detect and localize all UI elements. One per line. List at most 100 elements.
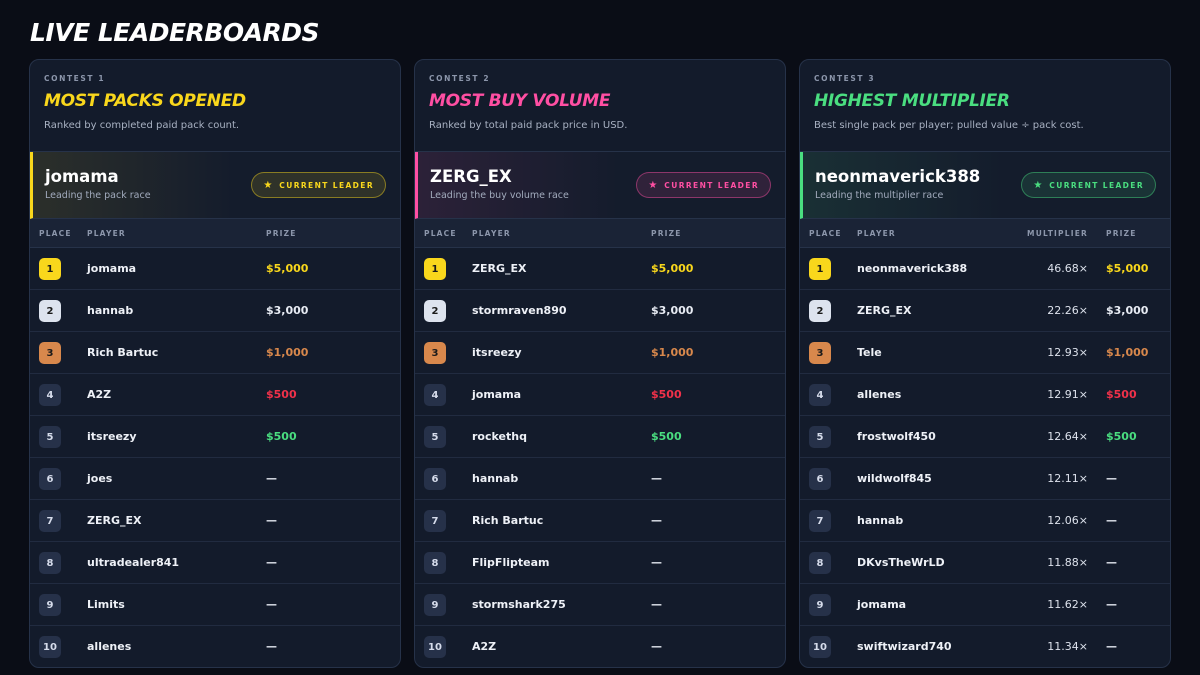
prize-value: — [651,556,662,569]
rank-badge: 8 [424,552,446,574]
table-row: 6 hannab — [415,458,785,500]
table-row: 10 allenes — [30,626,400,667]
panel-header: CONTEST 3 HIGHEST MULTIPLIER Best single p… [800,60,1170,152]
rank-badge: 8 [39,552,61,574]
table-row: 9 stormshark275 — [415,584,785,626]
table-row: 3 Rich Bartuc $1,000 [30,332,400,374]
player-name: DKvsTheWrLD [857,556,945,569]
table-row: 5 rockethq $500 [415,416,785,458]
prize-value: — [266,472,277,485]
multiplier-value: 12.93× [1047,346,1088,359]
player-name: ZERG_EX [857,304,912,317]
table-row: 10 swiftwizard740 11.34× — [800,626,1170,667]
table-row: 4 jomama $500 [415,374,785,416]
table-row: 9 jomama 11.62× — [800,584,1170,626]
rank-badge: 3 [424,342,446,364]
prize-value: — [651,514,662,527]
current-leader-badge: ★ CURRENT LEADER [1021,172,1156,198]
current-leader-badge: ★ CURRENT LEADER [251,172,386,198]
table-row: 7 hannab 12.06× — [800,500,1170,542]
multiplier-value: 11.88× [1047,556,1088,569]
rank-badge: 10 [809,636,831,658]
column-header-multiplier: MULTIPLIER [1027,229,1088,238]
column-header-player: PLAYER [472,229,511,238]
player-name: allenes [857,388,902,401]
prize-value: — [651,472,662,485]
prize-value: — [1106,556,1117,569]
table-row: 10 A2Z — [415,626,785,667]
player-name: A2Z [87,388,112,401]
prize-value: $3,000 [266,304,309,317]
table-row: 2 hannab $3,000 [30,290,400,332]
prize-value: $500 [651,388,682,401]
rank-badge: 4 [424,384,446,406]
prize-value: $500 [266,430,297,443]
rank-badge: 10 [39,636,61,658]
table-row: 2 stormraven890 $3,000 [415,290,785,332]
table-row: 1 ZERG_EX $5,000 [415,248,785,290]
prize-value: $5,000 [651,262,694,275]
prize-value: — [1106,598,1117,611]
player-name: ZERG_EX [87,514,142,527]
rank-badge: 2 [424,300,446,322]
table-row: 7 ZERG_EX — [30,500,400,542]
table-row: 8 ultradealer841 — [30,542,400,584]
prize-value: $1,000 [266,346,309,359]
player-name: FlipFlipteam [472,556,550,569]
contest-description: Ranked by total paid pack price in USD. [429,120,628,131]
table-row: 1 jomama $5,000 [30,248,400,290]
contest-tag: CONTEST 3 [814,74,876,83]
player-name: jomama [87,262,137,275]
prize-value: — [266,514,277,527]
prize-value: — [651,640,662,653]
leaderboard-table: 1 ZERG_EX $5,000 2 stormraven890 $3,000 3 itsre… [415,248,785,667]
rank-badge: 1 [39,258,61,280]
table-header: PLACE PLAYER MULTIPLIER PRIZE [800,219,1170,248]
rank-badge: 4 [809,384,831,406]
prize-value: — [1106,472,1117,485]
leaderboard-panel: CONTEST 2 MOST BUY VOLUME Ranked by total … [414,59,786,668]
multiplier-value: 11.34× [1047,640,1088,653]
rank-badge: 6 [424,468,446,490]
rank-badge: 1 [424,258,446,280]
prize-value: $500 [266,388,297,401]
column-header-player: PLAYER [857,229,896,238]
current-leader-card: ZERG_EX Leading the buy volume race ★ CURRE… [415,152,785,219]
player-name: ultradealer841 [87,556,180,569]
column-header-place: PLACE [39,229,72,238]
prize-value: — [1106,640,1117,653]
player-name: itsreezy [87,430,137,443]
rank-badge: 2 [39,300,61,322]
prize-value: $1,000 [651,346,694,359]
column-header-prize: PRIZE [651,229,682,238]
rank-badge: 9 [809,594,831,616]
rank-badge: 5 [809,426,831,448]
leader-name: ZERG_EX [430,167,512,186]
player-name: jomama [857,598,907,611]
badge-label: CURRENT LEADER [279,180,374,190]
leader-subtitle: Leading the multiplier race [815,190,944,201]
leader-name: neonmaverick388 [815,167,981,186]
player-name: stormraven890 [472,304,567,317]
column-header-place: PLACE [424,229,457,238]
table-row: 4 A2Z $500 [30,374,400,416]
column-header-prize: PRIZE [1106,229,1137,238]
rank-badge: 9 [39,594,61,616]
prize-value: — [651,598,662,611]
table-row: 8 FlipFlipteam — [415,542,785,584]
rank-badge: 3 [39,342,61,364]
prize-value: $3,000 [1106,304,1149,317]
player-name: hannab [472,472,519,485]
prize-value: $5,000 [266,262,309,275]
player-name: Rich Bartuc [472,514,544,527]
panel-header: CONTEST 2 MOST BUY VOLUME Ranked by total … [415,60,785,152]
rank-badge: 7 [809,510,831,532]
prize-value: $1,000 [1106,346,1149,359]
prize-value: $500 [651,430,682,443]
prize-value: $3,000 [651,304,694,317]
table-row: 6 wildwolf845 12.11× — [800,458,1170,500]
prize-value: $5,000 [1106,262,1149,275]
rank-badge: 2 [809,300,831,322]
leaderboard-table: 1 jomama $5,000 2 hannab $3,000 3 Rich Bartuc $1… [30,248,400,667]
rank-badge: 5 [424,426,446,448]
